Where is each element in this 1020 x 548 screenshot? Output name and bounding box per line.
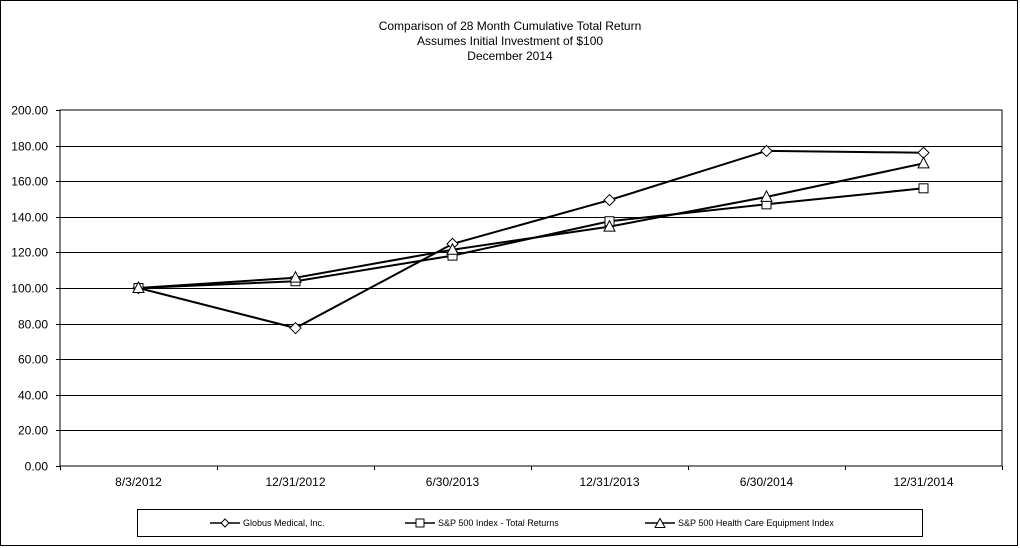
- y-tick-label: 40.00: [18, 389, 48, 403]
- y-tick-label: 200.00: [11, 104, 48, 118]
- series-line-3: [138, 162, 924, 289]
- legend-label-sp500-healthcare: S&P 500 Health Care Equipment Index: [678, 518, 834, 528]
- x-tick-label: 12/31/2012: [265, 475, 325, 489]
- chart-title-line-1: Comparison of 28 Month Cumulative Total …: [378, 19, 642, 33]
- y-tick-label: 180.00: [11, 140, 48, 154]
- legend-item-sp500-healthcare: S&P 500 Health Care Equipment Index: [645, 510, 834, 536]
- legend-label-sp500: S&P 500 Index - Total Returns: [438, 518, 559, 528]
- legend-item-globus: Globus Medical, Inc.: [210, 510, 325, 536]
- x-tick-label: 6/30/2013: [426, 475, 480, 489]
- legend-triangle-marker-icon: [645, 518, 675, 528]
- y-tick-label: 0.00: [25, 460, 49, 474]
- legend-label-globus: Globus Medical, Inc.: [243, 518, 325, 528]
- data-point-triangle: [603, 219, 616, 232]
- x-tick-label: 6/30/2014: [740, 475, 794, 489]
- data-point-triangle: [760, 189, 773, 202]
- y-tick-label: 80.00: [18, 318, 48, 332]
- y-tick-label: 20.00: [18, 424, 48, 438]
- chart-title-line-2: Assumes Initial Investment of $100: [416, 34, 604, 48]
- data-point-triangle: [917, 156, 930, 169]
- data-point-diamond: [760, 144, 773, 158]
- chart-legend: Globus Medical, Inc. S&P 500 Index - Tot…: [137, 509, 923, 537]
- data-point-triangle: [446, 242, 459, 255]
- legend-diamond-marker-icon: [210, 518, 240, 528]
- data-point-diamond: [289, 321, 302, 335]
- x-tick-label: 8/3/2012: [115, 475, 162, 489]
- y-tick-label: 60.00: [18, 353, 48, 367]
- y-tick-label: 140.00: [11, 211, 48, 225]
- y-tick-label: 120.00: [11, 246, 48, 260]
- y-tick-label: 160.00: [11, 175, 48, 189]
- y-tick-label: 100.00: [11, 282, 48, 296]
- chart-title-line-3: December 2014: [467, 49, 553, 63]
- data-point-diamond: [603, 193, 616, 207]
- series-line-1: [138, 149, 924, 330]
- data-point-triangle: [132, 280, 145, 293]
- legend-square-marker-icon: [405, 518, 435, 528]
- data-point-square: [918, 183, 929, 194]
- data-point-triangle: [289, 270, 302, 283]
- legend-item-sp500: S&P 500 Index - Total Returns: [405, 510, 559, 536]
- x-tick-label: 12/31/2013: [579, 475, 639, 489]
- x-tick-label: 12/31/2014: [893, 475, 953, 489]
